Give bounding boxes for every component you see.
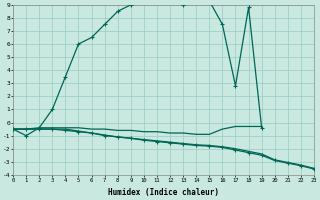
X-axis label: Humidex (Indice chaleur): Humidex (Indice chaleur) [108,188,219,197]
